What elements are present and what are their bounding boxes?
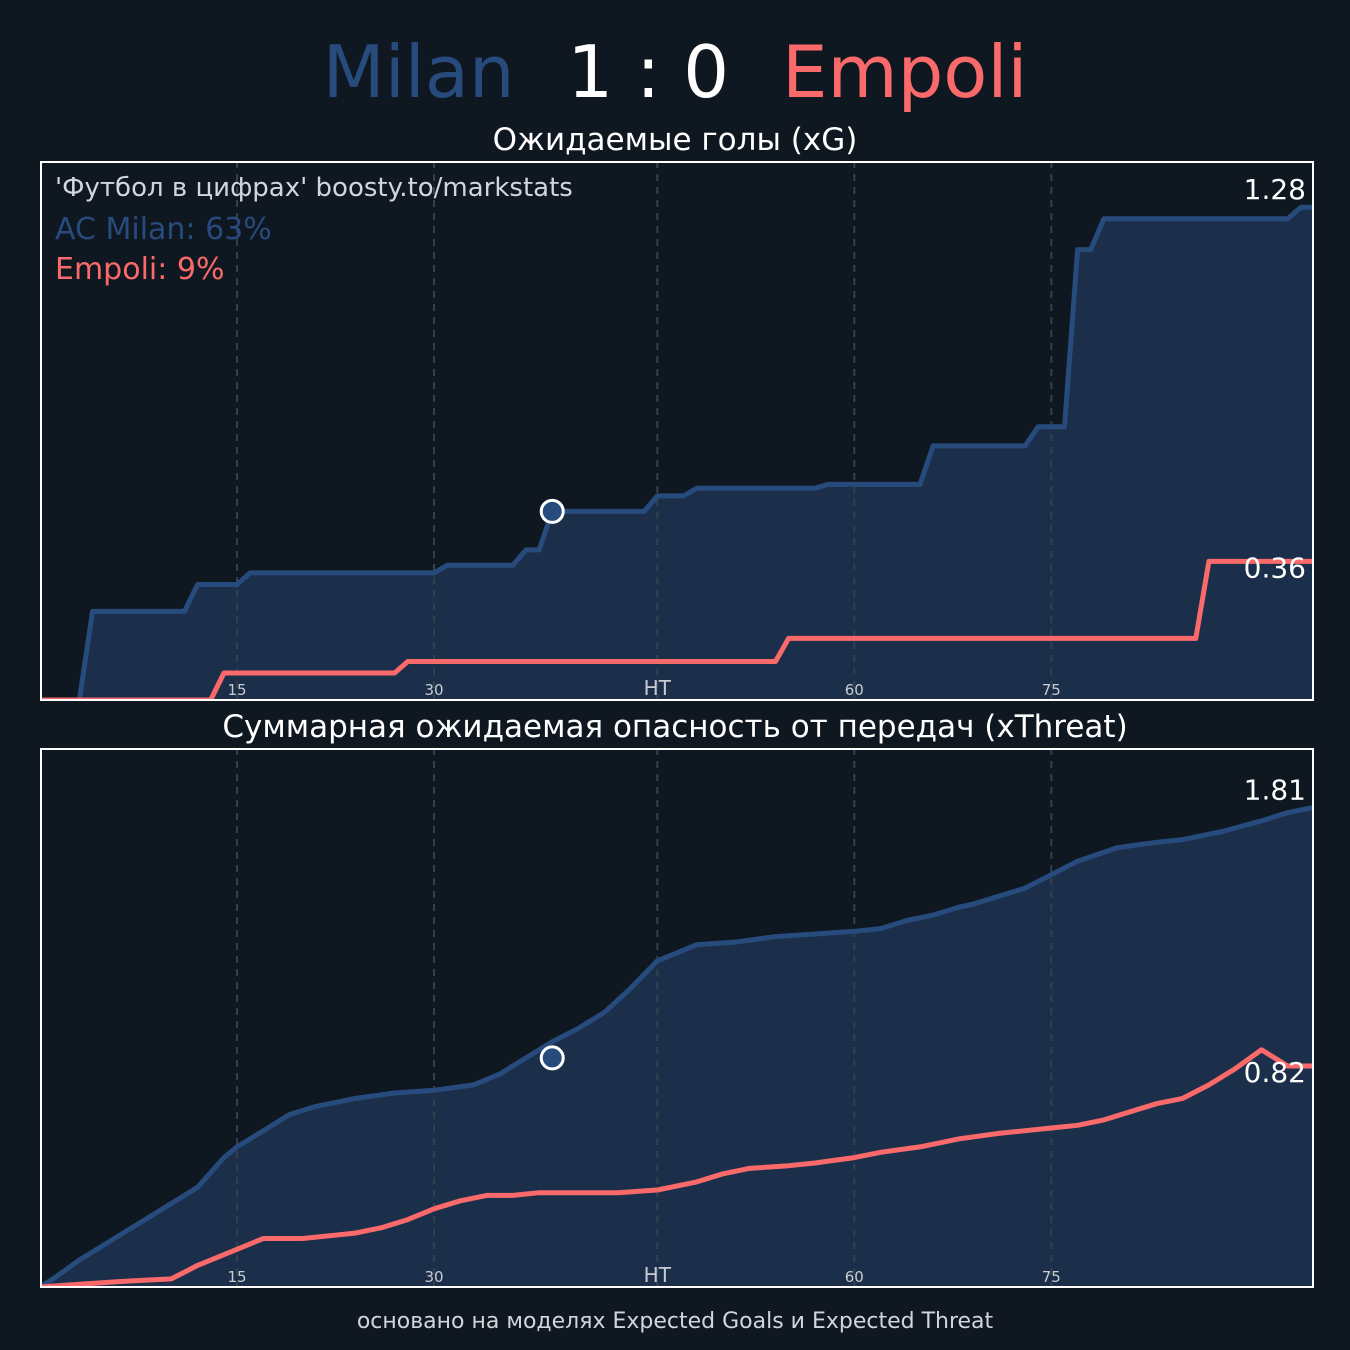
x-tick-label: 75 [1042,681,1061,699]
x-tick-label: HT [644,1263,672,1287]
x-tick-label: 30 [424,1268,443,1286]
series-line-empoli [40,1047,1314,1288]
xthreat-chart-title: Суммарная ожидаемая опасность от передач… [222,709,1128,745]
x-tick-label: 75 [1042,1268,1061,1286]
xg-chart: 15 30 HT 60 75 1.28 0.36 [40,161,1314,701]
x-tick-label: 15 [227,681,246,699]
goal-marker [539,1045,565,1071]
match-score: 1 : 0 [567,30,730,114]
xthreat-chart-frame [40,748,1314,1288]
end-value-label: 1.81 [1244,773,1306,806]
series-line-milan [40,804,1314,1288]
series-line-milan [40,204,1314,701]
x-tick-label: 60 [845,1268,864,1286]
series-area-milan [40,807,1314,1288]
home-win-probability: AC Milan: 63% [55,212,272,247]
end-value-label: 0.36 [1244,551,1306,584]
footer-note: основано на моделях Expected Goals и Exp… [356,1309,994,1334]
xthreat-chart: 15 30 HT 60 75 1.81 0.82 [40,748,1314,1288]
goal-marker [539,498,565,524]
x-tick-label: 15 [227,1268,246,1286]
xg-chart-title: Ожидаемые голы (xG) [492,122,858,158]
series-area-milan [40,207,1314,701]
x-tick-label: 30 [424,681,443,699]
away-team-name: Empoli [781,30,1028,114]
end-value-label: 0.82 [1244,1056,1306,1089]
away-win-probability: Empoli: 9% [55,252,225,287]
xg-chart-frame [40,161,1314,701]
x-tick-label: 60 [845,681,864,699]
source-credit: 'Футбол в цифрах' boosty.to/markstats [55,173,573,203]
x-tick-label: HT [644,676,672,700]
series-line-empoli [40,558,1314,701]
scoreline: Milan 1 : 0 Empoli [0,22,1350,122]
home-team-name: Milan [322,30,515,114]
end-value-label: 1.28 [1244,173,1306,206]
